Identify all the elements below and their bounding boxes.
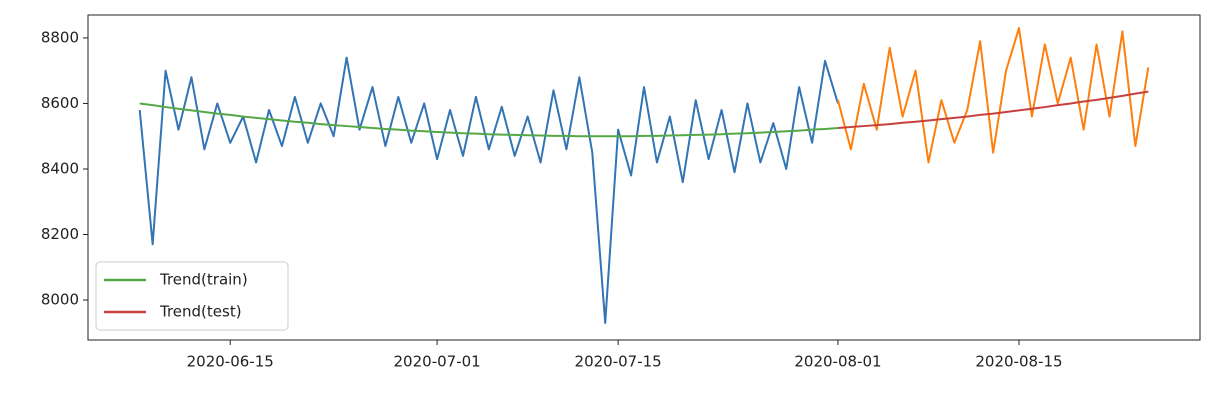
x-tick-label: 2020-08-01 bbox=[794, 353, 881, 371]
legend: Trend(train) Trend(test) bbox=[95, 261, 289, 331]
series-line bbox=[836, 27, 1150, 164]
y-tick-label: 8800 bbox=[41, 28, 79, 46]
y-tick-label: 8600 bbox=[41, 94, 79, 112]
x-tick-label: 2020-07-15 bbox=[575, 353, 662, 371]
y-tick-label: 8400 bbox=[41, 159, 79, 177]
legend-label: Trend(train) bbox=[159, 271, 248, 289]
series-line bbox=[138, 56, 839, 324]
y-tick-label: 8200 bbox=[41, 225, 79, 243]
series-line bbox=[837, 90, 1149, 130]
plot-frame bbox=[87, 14, 1201, 341]
series-line bbox=[139, 102, 839, 138]
y-tick-label: 8000 bbox=[41, 291, 79, 309]
x-tick-label: 2020-06-15 bbox=[187, 353, 274, 371]
legend-label: Trend(test) bbox=[159, 303, 242, 321]
x-tick-label: 2020-07-01 bbox=[394, 353, 481, 371]
x-tick-label: 2020-08-15 bbox=[975, 353, 1062, 371]
